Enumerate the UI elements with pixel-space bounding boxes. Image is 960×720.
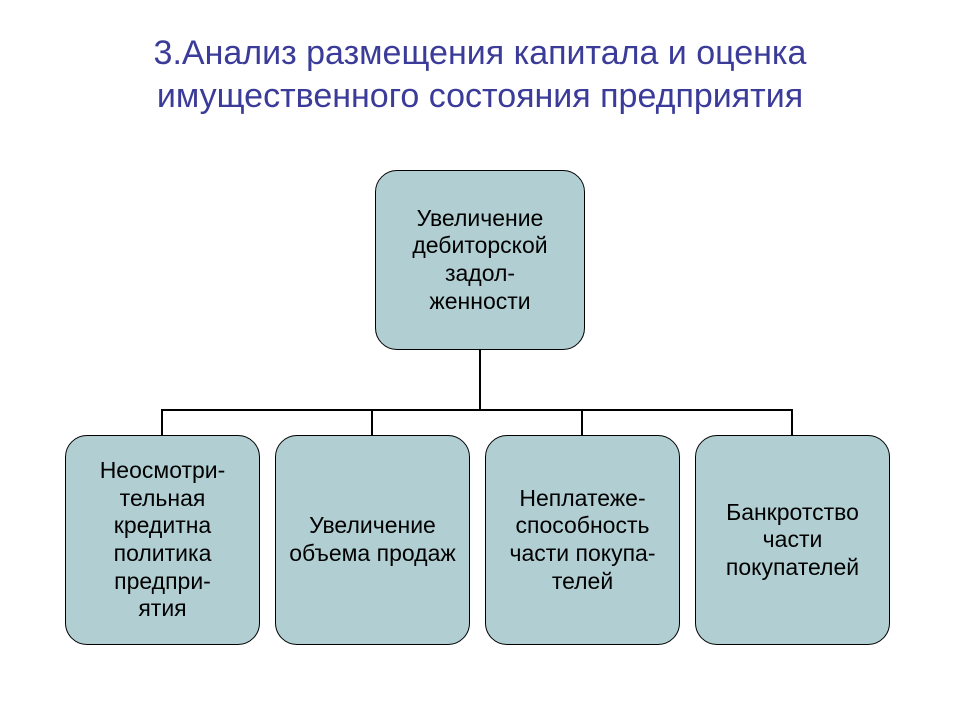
tree-child-node: Неплатеже- способность части покупа- тел… (485, 435, 680, 645)
tree-child-node: Банкротство части покупателей (695, 435, 890, 645)
tree-child-node: Неосмотри- тельная кредитна политика пре… (65, 435, 260, 645)
slide: 3.Анализ размещения капитала и оценка им… (0, 0, 960, 720)
tree-child-node: Увеличение объема продаж (275, 435, 470, 645)
tree-root-node: Увеличение дебиторской задол- женности (375, 170, 585, 350)
